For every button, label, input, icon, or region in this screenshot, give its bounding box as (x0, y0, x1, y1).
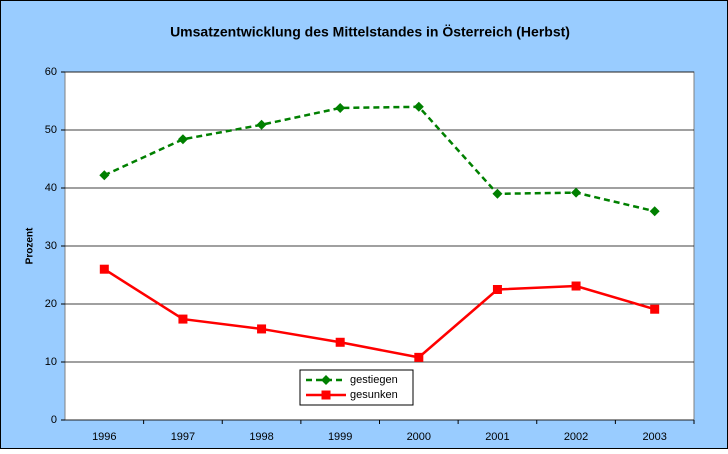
point (321, 375, 331, 385)
point (492, 188, 503, 199)
point (99, 170, 110, 181)
point (650, 304, 660, 314)
series-line (103, 268, 656, 359)
y-tick-label: 30 (45, 240, 57, 252)
y-axis-label: Prozent (25, 227, 36, 264)
y-tick-label: 0 (51, 414, 57, 426)
point (177, 134, 188, 145)
point (492, 285, 502, 294)
x-tick-label: 1996 (92, 431, 116, 443)
x-tick-label: 1997 (171, 431, 195, 443)
y-tick-label: 10 (45, 356, 57, 368)
legend-label: gestiegen (350, 374, 398, 386)
legend (299, 369, 414, 406)
point (178, 314, 188, 324)
y-tick-label: 50 (45, 124, 57, 136)
x-tick-label: 2002 (564, 431, 588, 443)
point (321, 390, 331, 400)
y-tick-label: 60 (45, 66, 57, 78)
point (649, 206, 660, 217)
x-tick-label: 2001 (485, 431, 509, 443)
point (413, 101, 424, 112)
point (257, 324, 267, 334)
point (571, 281, 581, 291)
y-tick-label: 20 (45, 298, 57, 310)
point (571, 187, 582, 198)
x-tick-label: 2003 (642, 431, 666, 443)
x-tick-label: 1999 (328, 431, 352, 443)
point (99, 264, 109, 274)
point (335, 337, 345, 347)
x-tick-label: 2000 (407, 431, 431, 443)
point (256, 119, 267, 130)
x-tick-label: 1998 (249, 431, 273, 443)
chart-title: Umsatzentwicklung des Mittelstandes in Ö… (170, 24, 570, 40)
point (335, 102, 346, 113)
y-tick-label: 40 (45, 182, 57, 194)
point (414, 352, 424, 362)
legend-label: gesunken (350, 389, 398, 401)
